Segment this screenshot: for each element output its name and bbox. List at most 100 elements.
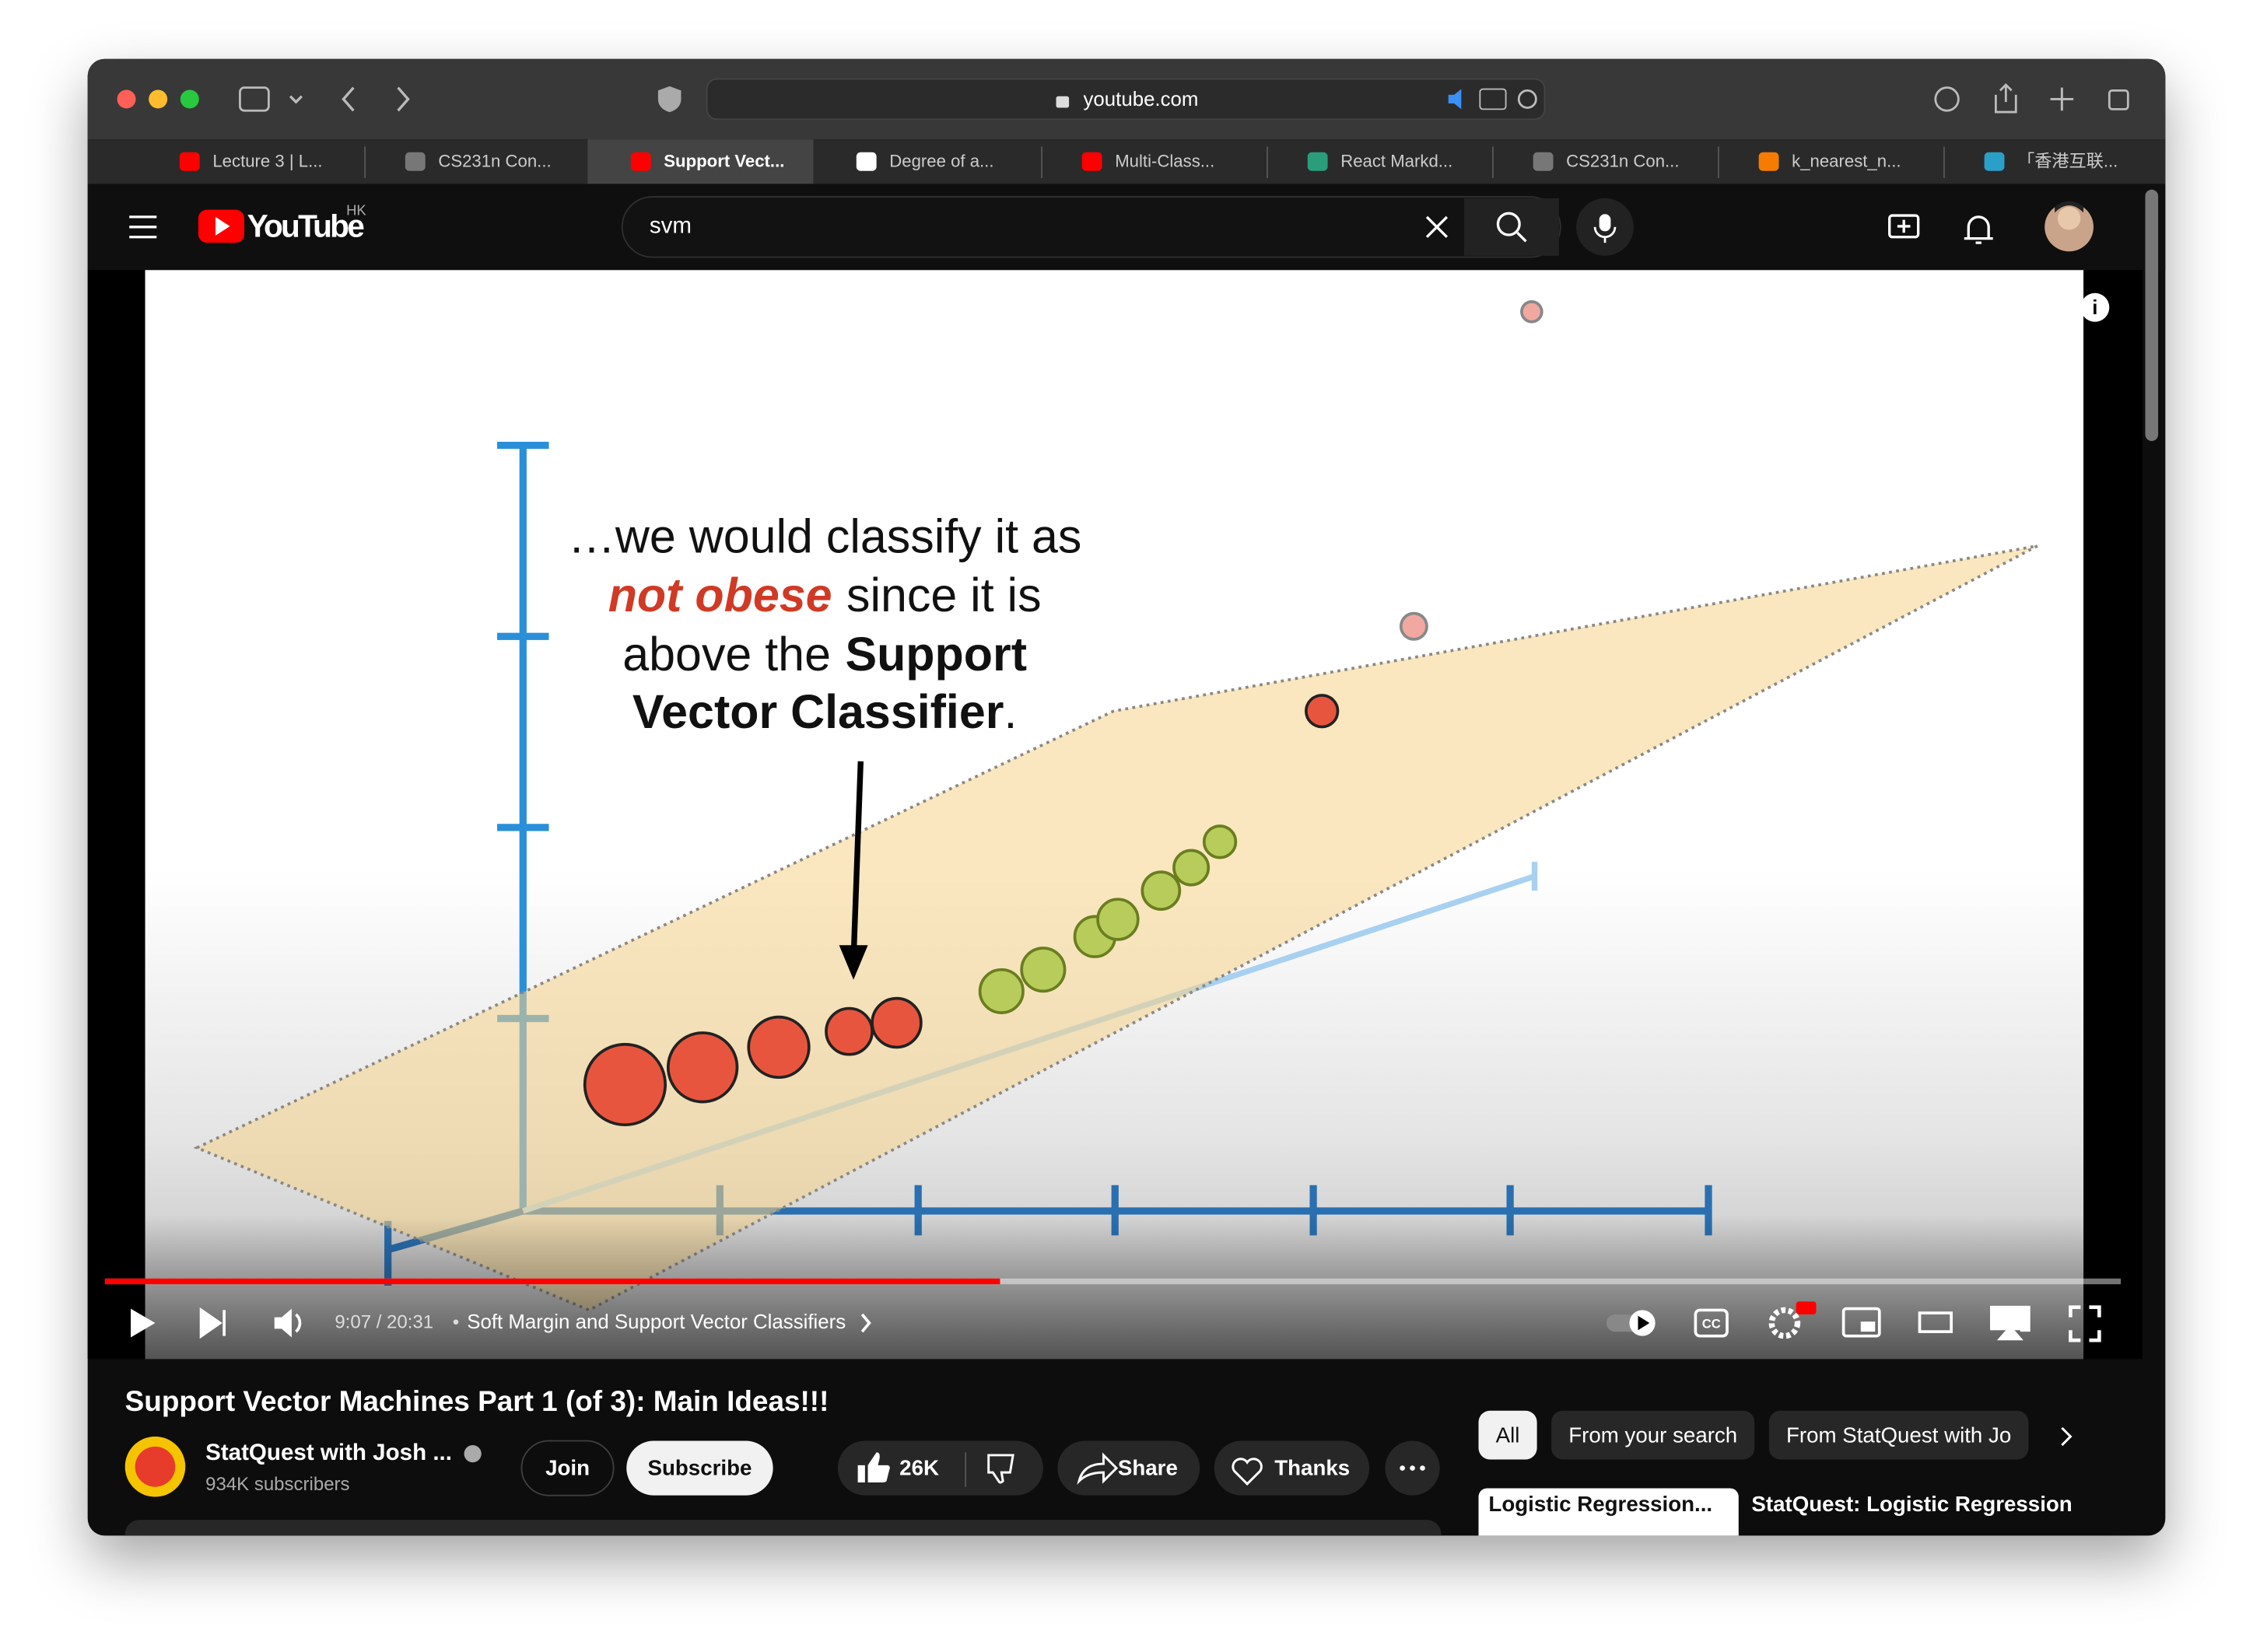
create-icon[interactable] xyxy=(1888,214,1920,239)
translate-icon[interactable] xyxy=(1479,88,1507,110)
caption-text: since it is xyxy=(846,569,1042,621)
controls-shade xyxy=(87,1215,2143,1360)
menu-icon[interactable] xyxy=(129,215,157,239)
airplay-button[interactable] xyxy=(1990,1305,2031,1341)
thumbnail-text: Logistic Regression... xyxy=(1488,1492,1712,1516)
settings-button[interactable] xyxy=(1768,1307,1801,1339)
audio-icon[interactable] xyxy=(1448,89,1462,110)
caption-line: Vector Classifier. xyxy=(632,685,1018,738)
tab-title[interactable]: Degree of a... xyxy=(889,152,993,171)
active-tab[interactable] xyxy=(587,139,814,184)
chapter[interactable]: Soft Margin and Support Vector Classifie… xyxy=(467,1311,846,1333)
svg-text:i: i xyxy=(2092,297,2097,319)
channel-name[interactable]: StatQuest with Josh ... xyxy=(205,1440,452,1465)
address-bar[interactable] xyxy=(706,78,1546,121)
caption-line: …we would classify it as xyxy=(568,510,1081,563)
region: HK xyxy=(346,201,366,218)
tab-title[interactable]: Multi-Class... xyxy=(1115,152,1214,171)
chip-label[interactable]: All xyxy=(1496,1423,1520,1447)
tab-title[interactable]: 「香港互联... xyxy=(2017,152,2118,171)
subscriber-count: 934K subscribers xyxy=(205,1474,349,1495)
video-title: Support Vector Machines Part 1 (of 3): M… xyxy=(125,1385,829,1417)
join-button[interactable] xyxy=(520,1440,615,1496)
tab-title[interactable]: CS231n Con... xyxy=(438,152,551,171)
tab-favicon xyxy=(856,152,877,171)
cc-button[interactable] xyxy=(1694,1308,1729,1338)
clear-search[interactable] xyxy=(1425,215,1449,238)
tab-title[interactable]: CS231n Con... xyxy=(1566,152,1679,171)
tab-favicon xyxy=(1081,152,1102,171)
search-box[interactable] xyxy=(621,196,1561,258)
next-button[interactable] xyxy=(199,1307,226,1339)
filter-chip[interactable]: From your search xyxy=(1551,1410,1755,1460)
theater-button[interactable] xyxy=(1918,1311,1953,1333)
thanks-label[interactable]: Thanks xyxy=(1274,1456,1350,1480)
progress-track[interactable] xyxy=(104,1278,2122,1285)
caption-line: not obese since it is xyxy=(608,569,1042,621)
reload-icon[interactable] xyxy=(1517,89,1537,109)
minimize-button[interactable] xyxy=(149,89,168,109)
video-graphic xyxy=(193,300,2038,1312)
recommended-title[interactable]: StatQuest: Logistic Regression xyxy=(1751,1492,2072,1516)
search-button[interactable] xyxy=(1464,198,1559,256)
tab-favicon xyxy=(1533,152,1554,171)
downloads-icon[interactable] xyxy=(1934,86,1960,112)
miniplayer-button[interactable] xyxy=(1841,1307,1881,1338)
chip-bg[interactable] xyxy=(1551,1410,1755,1460)
chip-label[interactable]: From your search xyxy=(1568,1423,1737,1447)
url: youtube.com xyxy=(1083,89,1198,110)
caption-emphasis: not obese xyxy=(608,569,832,621)
shield-icon[interactable] xyxy=(657,86,682,113)
close-button[interactable] xyxy=(117,89,136,109)
svg-text:CC: CC xyxy=(1702,1316,1721,1331)
chip-bg[interactable] xyxy=(1768,1410,2029,1460)
logo-text[interactable]: YouTube xyxy=(247,208,366,243)
chip-label[interactable]: From StatQuest with Jo xyxy=(1786,1423,2011,1447)
tab-title[interactable]: Lecture 3 | L... xyxy=(212,152,322,171)
nav-buttons[interactable] xyxy=(289,86,410,112)
new-tab-icon[interactable] xyxy=(2050,87,2074,111)
caption-bold: Vector Classifier xyxy=(632,685,1004,738)
subscribe-button[interactable] xyxy=(626,1440,773,1496)
recommended-thumbnail[interactable] xyxy=(1478,1488,1739,1545)
chip-bg[interactable] xyxy=(1478,1410,1537,1460)
dislike-icon[interactable] xyxy=(987,1454,1014,1484)
subscribe-label[interactable]: Subscribe xyxy=(648,1456,752,1480)
share-button[interactable] xyxy=(1057,1440,1200,1496)
tabs-overview-icon[interactable] xyxy=(2108,89,2129,110)
filters-next[interactable] xyxy=(2061,1426,2073,1447)
join-label[interactable]: Join xyxy=(545,1456,590,1480)
search-query[interactable]: svm xyxy=(650,213,692,239)
info-icon[interactable] xyxy=(2080,292,2110,322)
filter-chip[interactable]: From StatQuest with Jo xyxy=(1768,1410,2029,1460)
caption-bold: Support xyxy=(845,628,1027,681)
tab-favicon xyxy=(1758,152,1779,171)
share-icon[interactable] xyxy=(1995,83,2017,114)
notifications-icon[interactable] xyxy=(1964,215,1993,244)
scrollbar[interactable] xyxy=(2145,189,2159,442)
tab-favicon xyxy=(179,152,200,171)
sidebar-button[interactable] xyxy=(239,86,270,112)
zoom-button[interactable] xyxy=(180,89,199,109)
progress-played xyxy=(104,1278,1000,1285)
volume-button[interactable] xyxy=(274,1308,292,1338)
tab-title[interactable]: Support Vect... xyxy=(664,152,784,171)
tab-title[interactable]: React Markd... xyxy=(1340,152,1452,171)
caption-text: . xyxy=(1004,685,1017,738)
like-icon[interactable] xyxy=(857,1452,890,1483)
filter-chip[interactable]: All xyxy=(1478,1410,1537,1460)
thanks-button[interactable] xyxy=(1214,1440,1370,1496)
play-button[interactable] xyxy=(131,1308,156,1338)
tab-favicon xyxy=(1984,152,2005,171)
fullscreen-button[interactable] xyxy=(2069,1305,2101,1342)
description-box[interactable] xyxy=(124,1520,1442,1549)
tab-bar xyxy=(87,139,2166,184)
lock-icon xyxy=(1056,96,1070,108)
tab-favicon xyxy=(630,152,651,171)
caption-text: above the xyxy=(622,628,831,681)
tab-title[interactable]: k_nearest_n... xyxy=(1792,152,1901,171)
caption-line: above the Support xyxy=(622,628,1027,681)
share-label[interactable]: Share xyxy=(1118,1456,1178,1480)
verified-badge xyxy=(464,1445,482,1463)
